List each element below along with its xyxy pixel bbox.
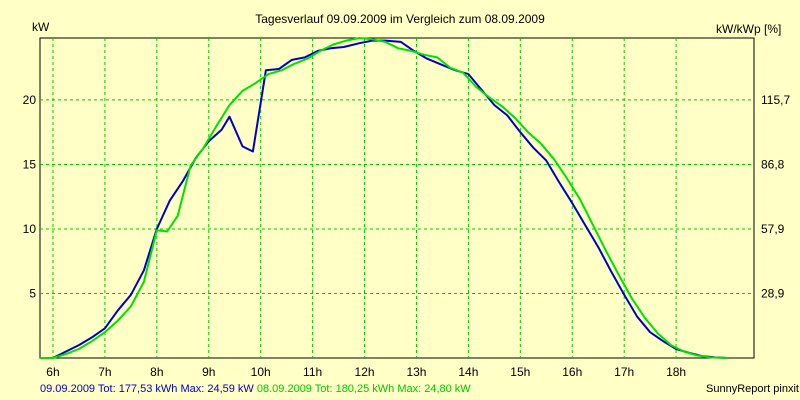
chart-title: Tagesverlauf 09.09.2009 im Vergleich zum… <box>255 12 545 26</box>
x-tick-label: 17h <box>614 365 634 379</box>
y-tick-label-right: 28,9 <box>761 286 785 300</box>
x-tick-label: 18h <box>666 365 686 379</box>
left-y-axis-ticks: 5 10 15 20 <box>23 93 37 301</box>
x-tick-label: 6h <box>46 365 59 379</box>
credit-text: SunnyReport pinxit <box>706 383 799 395</box>
series-lines <box>40 37 729 359</box>
y-tick-label-right: 86,8 <box>761 157 785 171</box>
y-tick-label-left: 15 <box>23 157 37 171</box>
legend-footer: 09.09.2009 Tot: 177,53 kWh Max: 24,59 kW… <box>40 383 471 395</box>
x-tick-label: 9h <box>202 365 215 379</box>
x-tick-label: 10h <box>251 365 271 379</box>
x-tick-label: 12h <box>355 365 375 379</box>
plot-area <box>39 37 755 359</box>
x-tick-label: 13h <box>406 365 426 379</box>
y-tick-label-right: 115,7 <box>761 93 790 107</box>
y-tick-label-left: 10 <box>23 222 37 236</box>
x-axis-ticks: 6h 7h 8h 9h 10h 11h 12h 13h 14h 15h 16h 17h 18h <box>46 365 686 379</box>
right-y-axis-ticks: 28,9 57,9 86,8 115,7 <box>761 93 790 301</box>
left-axis-unit: kW <box>32 20 50 34</box>
x-tick-label: 14h <box>458 365 478 379</box>
x-tick-label: 15h <box>510 365 530 379</box>
legend-day1: 09.09.2009 Tot: 177,53 kWh Max: 24,59 kW <box>40 383 254 395</box>
grid-lines <box>40 38 754 358</box>
x-tick-label: 16h <box>562 365 582 379</box>
series-line-08.09.2009 <box>40 37 729 359</box>
x-tick-label: 11h <box>303 365 322 379</box>
legend-day2: 08.09.2009 Tot: 180,25 kWh Max: 24,80 kW <box>256 383 471 395</box>
x-tick-label: 7h <box>98 365 111 379</box>
right-axis-unit: kW/kWp [%] <box>716 22 782 36</box>
y-tick-label-left: 5 <box>29 286 36 300</box>
y-tick-label-right: 57,9 <box>761 222 785 236</box>
x-tick-label: 8h <box>150 365 163 379</box>
y-tick-label-left: 20 <box>23 93 37 107</box>
